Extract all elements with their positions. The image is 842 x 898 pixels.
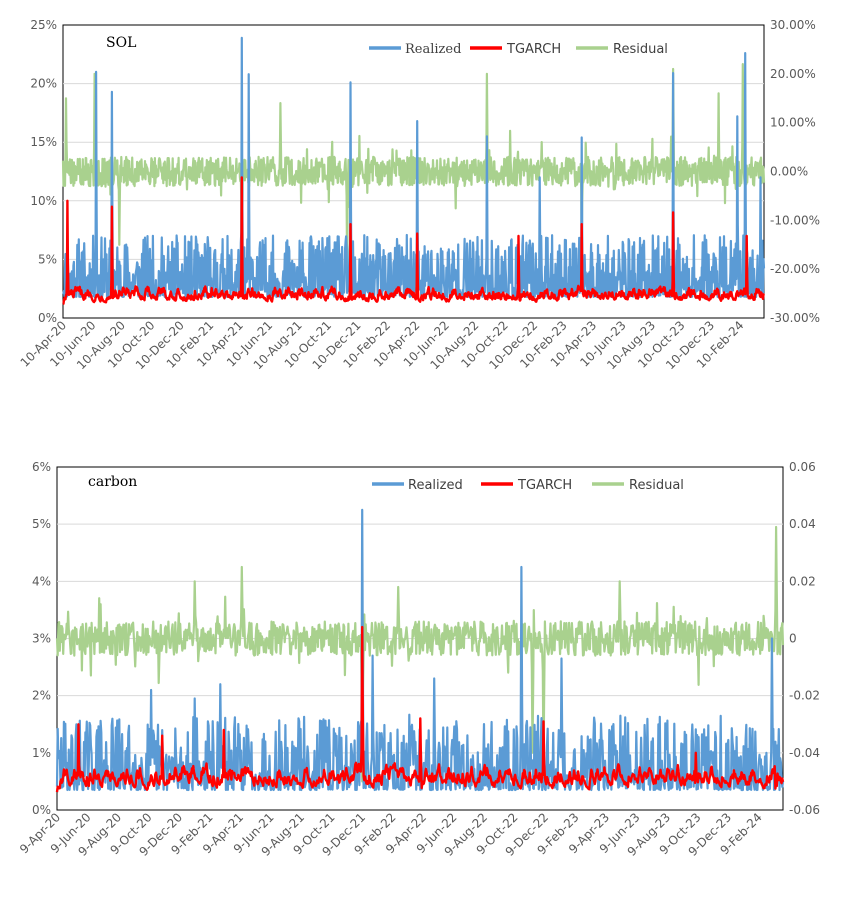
carbon-right-tick-label: 0.06: [789, 460, 816, 474]
carbon-legend: Realized TGARCH Residual: [372, 478, 684, 493]
carbon-left-axis: 0% 1% 2% 3% 4% 5% 6%: [32, 460, 51, 817]
sol-x-axis: 10-Apr-2010-Jun-2010-Aug-2010-Oct-2010-D…: [18, 318, 747, 372]
carbon-left-tick-label: 6%: [32, 460, 51, 474]
carbon-right-tick-label: 0: [789, 632, 797, 646]
carbon-left-tick-label: 1%: [32, 746, 51, 760]
carbon-left-tick-label: 2%: [32, 689, 51, 703]
sol-right-tick-label: 10.00%: [770, 116, 816, 130]
sol-right-tick-label: -10.00%: [770, 213, 820, 227]
carbon-left-tick-label: 0%: [32, 803, 51, 817]
sol-left-tick-label: 10%: [30, 194, 57, 208]
sol-left-tick-label: 20%: [30, 77, 57, 91]
sol-series-residual: [61, 62, 766, 295]
carbon-legend-residual: Residual: [629, 478, 684, 493]
carbon-right-tick-label: -0.04: [789, 746, 820, 760]
carbon-right-tick-label: -0.02: [789, 689, 820, 703]
sol-chart-title: SOL: [106, 35, 136, 51]
sol-left-tick-label: 15%: [30, 135, 57, 149]
sol-right-tick-label: 30.00%: [770, 18, 816, 32]
sol-right-tick-label: -30.00%: [770, 311, 820, 325]
sol-series-realized: [62, 36, 766, 298]
sol-left-axis: 0% 5% 10% 15% 20% 25%: [30, 18, 57, 325]
carbon-legend-tgarch: TGARCH: [517, 478, 572, 493]
sol-legend-realized: Realized: [405, 42, 461, 57]
sol-left-tick-label: 25%: [30, 18, 57, 32]
sol-left-tick-label: 5%: [38, 252, 57, 266]
carbon-chart: 0% 1% 2% 3% 4% 5% 6% -0.06 -0.04 -0.02 0 0.02 0.04 0…: [17, 460, 820, 859]
sol-right-tick-label: -20.00%: [770, 262, 820, 276]
sol-series-group: [61, 36, 766, 305]
carbon-legend-realized: Realized: [408, 478, 463, 493]
carbon-right-tick-label: 0.02: [789, 574, 816, 588]
carbon-series-residual: [55, 525, 785, 783]
carbon-right-tick-label: 0.04: [789, 517, 816, 531]
sol-right-axis: -30.00% -20.00% -10.00% 0.00% 10.00% 20.00% 30…: [770, 18, 820, 325]
carbon-series-tgarch: [55, 625, 785, 793]
carbon-left-tick-label: 5%: [32, 517, 51, 531]
sol-left-tick-label: 0%: [38, 311, 57, 325]
carbon-right-axis: -0.06 -0.04 -0.02 0 0.02 0.04 0.06: [789, 460, 820, 817]
carbon-right-tick-label: -0.06: [789, 803, 820, 817]
sol-legend: Realized TGARCH Residual: [369, 42, 668, 57]
carbon-left-tick-label: 3%: [32, 632, 51, 646]
carbon-x-axis: 9-Apr-209-Jun-209-Aug-209-Oct-209-Dec-20…: [17, 810, 765, 859]
sol-series-tgarch: [62, 176, 765, 305]
sol-right-tick-label: 20.00%: [770, 67, 816, 81]
carbon-series-group: [55, 508, 785, 793]
sol-chart: 0% 5% 10% 15% 20% 25% -30.00% -20.00% -10.00% 0.…: [18, 18, 821, 372]
carbon-chart-title: carbon: [88, 474, 137, 490]
sol-right-tick-label: 0.00%: [770, 165, 808, 179]
sol-legend-residual: Residual: [613, 42, 668, 57]
sol-legend-tgarch: TGARCH: [506, 42, 561, 57]
carbon-left-tick-label: 4%: [32, 574, 51, 588]
